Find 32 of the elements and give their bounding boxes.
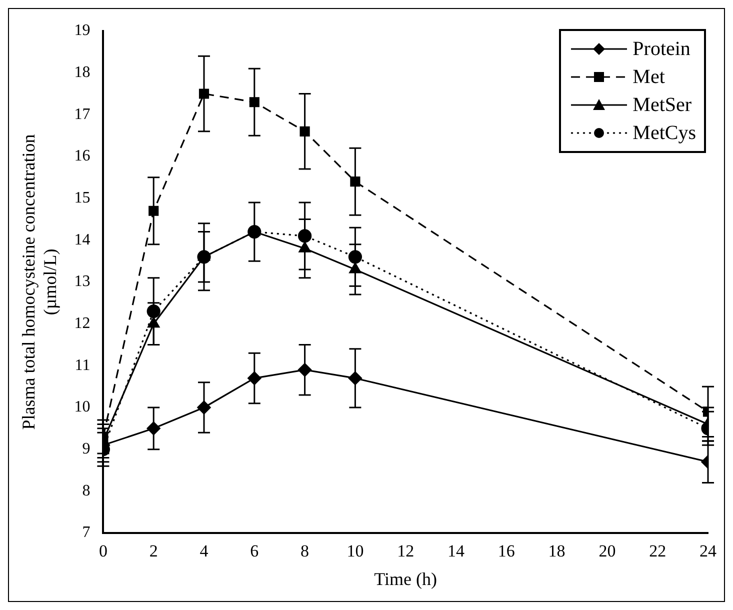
x-tick-label: 16 — [498, 542, 515, 561]
legend-label: MetSer — [632, 93, 692, 118]
x-tick-label: 14 — [448, 542, 465, 561]
y-tick-label: 10 — [74, 398, 90, 416]
y-tick-label: 13 — [74, 273, 90, 290]
y-tick-label: 11 — [74, 356, 90, 374]
y-tick-label: 18 — [74, 64, 90, 82]
y-tick-label: 16 — [74, 148, 90, 165]
y-tick-label: 12 — [74, 315, 90, 332]
x-tick-label: 12 — [397, 542, 414, 561]
x-tick-label: 8 — [300, 542, 310, 561]
legend-label: Met — [632, 65, 665, 90]
y-tick-label: 19 — [74, 22, 90, 40]
y-tick-label: 17 — [74, 106, 90, 123]
x-tick-label: 20 — [598, 542, 616, 561]
x-tick-label: 2 — [149, 542, 158, 561]
y-tick-label: 8 — [82, 482, 90, 500]
y-tick-label: 7 — [82, 524, 90, 542]
legend-label: Protein — [632, 37, 690, 62]
x-tick-label: 10 — [346, 542, 364, 561]
x-tick-label: 4 — [200, 542, 209, 561]
legend-label: MetCys — [632, 121, 696, 146]
x-tick-label: 24 — [700, 542, 717, 561]
x-tick-label: 6 — [250, 542, 259, 561]
y-tick-label: 14 — [74, 231, 90, 248]
y-tick-label: 9 — [82, 440, 90, 458]
y-tick-label: 15 — [74, 190, 90, 207]
x-tick-label: 0 — [98, 542, 108, 561]
x-tick-label: 18 — [548, 542, 566, 561]
x-tick-label: 22 — [649, 542, 666, 561]
x-axis-title: Time (h) — [374, 568, 438, 589]
y-axis-title: Plasma total homocysteine concentration (µmol/L) — [18, 134, 60, 430]
